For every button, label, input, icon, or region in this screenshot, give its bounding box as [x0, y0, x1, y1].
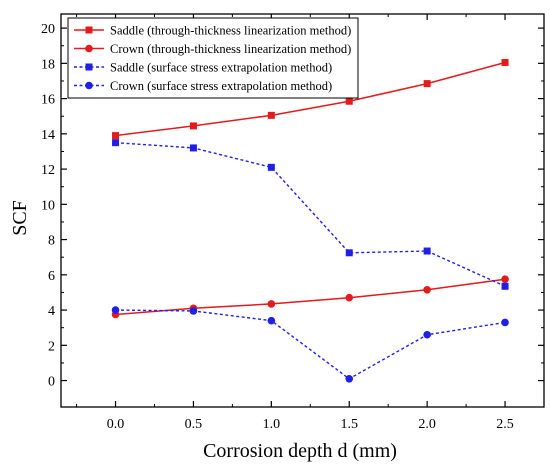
y-tick-label-10: 20	[41, 22, 55, 37]
series-0	[112, 58, 509, 140]
data-point-1-4	[423, 286, 431, 294]
legend: Saddle (through-thickness linearization …	[67, 17, 359, 99]
legend-label-0: Saddle (through-thickness linearization …	[110, 24, 351, 38]
legend-box	[67, 17, 359, 99]
series-3	[111, 306, 509, 383]
series-line-0	[115, 61, 506, 137]
plot-area: 0 2 4 6 8 10 12 14 16 18 20 0.0 0.5 1.0 1.5 2.0 2.5 Saddl…	[41, 13, 545, 432]
data-point-3-4	[423, 330, 431, 339]
x-axis-title: Corrosion depth d (mm)	[203, 440, 397, 462]
data-point-2-2	[267, 163, 275, 171]
data-point-0-5	[501, 58, 509, 66]
data-point-1-3	[345, 293, 354, 302]
y-tick-label-3: 6	[48, 269, 55, 284]
series-2	[112, 139, 509, 290]
x-tick-label-1: 0.5	[185, 417, 203, 432]
data-point-2-5	[501, 282, 509, 290]
data-point-3-5	[501, 318, 509, 327]
data-point-1-5	[501, 275, 509, 284]
data-point-2-3	[345, 249, 353, 257]
y-tick-label-8: 16	[41, 93, 55, 108]
x-tick-label-2: 1.0	[263, 417, 281, 432]
legend-marker-3	[85, 81, 93, 90]
legend-label-3: Crown (surface stress extrapolation meth…	[110, 79, 332, 93]
legend-marker-1	[85, 44, 93, 53]
data-point-2-1	[189, 144, 197, 152]
data-point-3-0	[111, 306, 120, 314]
x-tick-label-3: 1.5	[340, 417, 358, 432]
data-point-3-1	[189, 307, 198, 315]
x-tick-label-4: 2.0	[418, 417, 436, 432]
data-point-1-2	[267, 300, 276, 308]
data-point-0-3	[345, 97, 353, 105]
legend-marker-2	[85, 63, 93, 71]
y-tick-label-1: 2	[48, 339, 55, 354]
data-point-0-0	[112, 132, 120, 140]
x-tick-label-0: 0.0	[107, 417, 125, 432]
x-tick-label-5: 2.5	[496, 417, 514, 432]
legend-label-1: Crown (through-thickness linearization m…	[110, 42, 351, 56]
plot-frame	[60, 13, 545, 408]
y-tick-label-4: 8	[48, 234, 55, 249]
data-point-0-1	[189, 122, 197, 130]
legend-marker-0	[85, 26, 93, 34]
data-point-3-2	[267, 316, 276, 325]
series-line-3	[115, 309, 506, 380]
y-axis-title: SCF	[9, 200, 31, 236]
series-line-2	[115, 141, 506, 287]
data-point-2-4	[423, 247, 431, 255]
y-tick-label-2: 4	[48, 304, 55, 319]
data-point-0-4	[423, 80, 431, 88]
y-tick-label-5: 10	[41, 198, 55, 213]
y-tick-label-7: 14	[41, 128, 55, 143]
y-tick-label-0: 0	[48, 375, 55, 390]
data-point-3-3	[345, 375, 354, 383]
series-line-1	[115, 278, 506, 316]
y-tick-label-9: 18	[41, 57, 55, 72]
legend-label-2: Saddle (surface stress extrapolation met…	[110, 61, 332, 75]
y-tick-label-6: 12	[41, 163, 55, 178]
data-point-2-0	[112, 139, 120, 147]
series-1	[111, 275, 509, 319]
data-point-0-2	[267, 111, 275, 119]
